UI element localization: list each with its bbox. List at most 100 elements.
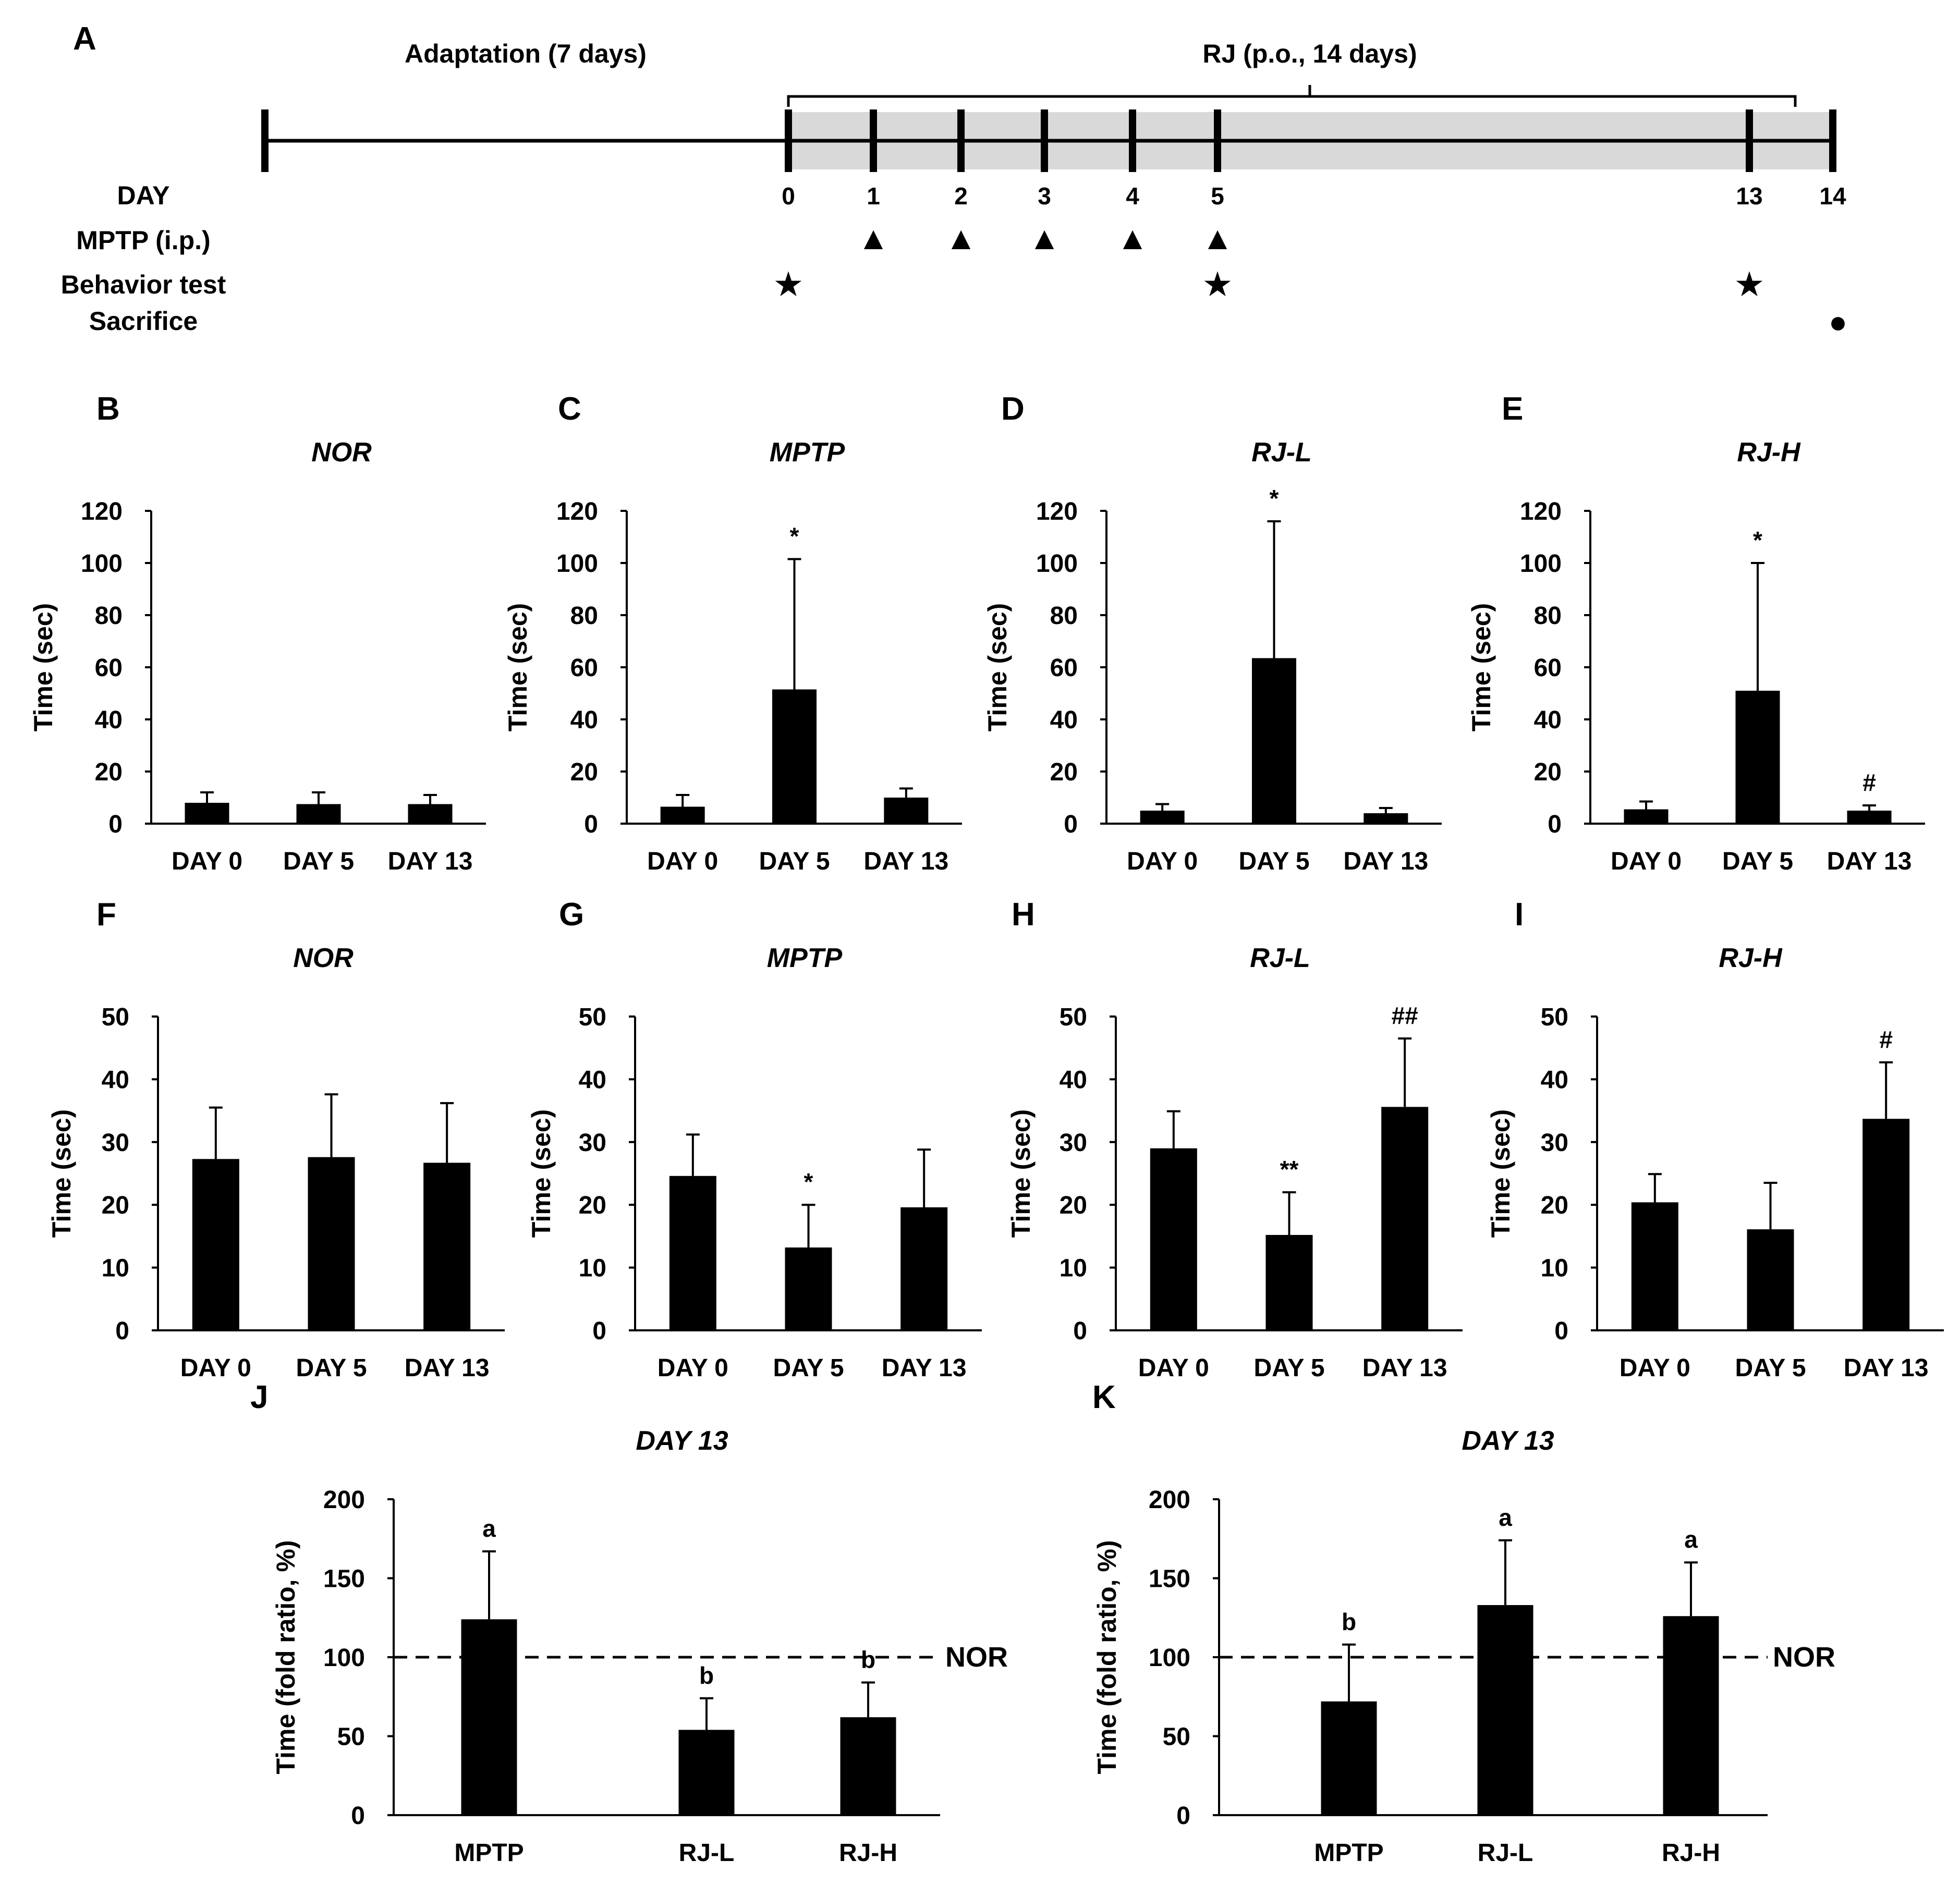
panel-letter-i: I (1515, 897, 1524, 933)
y-axis-label: Time (sec) (47, 1109, 76, 1238)
rj-label: RJ (p.o., 14 days) (1202, 39, 1417, 68)
day-label-3: 3 (1038, 182, 1051, 210)
bar (1140, 811, 1185, 824)
bar (185, 803, 229, 824)
chart-panel-j: J DAY 13 0 50 100 150 200 Time (fold ratio, %) N… (250, 1379, 1008, 1867)
panel-letter-g: G (559, 897, 584, 933)
y-tick-label: 100 (1036, 550, 1078, 578)
sacrifice-markers: ● (1829, 304, 1847, 339)
y-tick-label: 200 (1149, 1486, 1190, 1514)
y-tick-label: 40 (579, 1066, 606, 1094)
chart-title: RJ-H (1737, 437, 1801, 468)
y-tick-label: 20 (579, 1192, 606, 1219)
y-tick-label: 120 (1036, 498, 1078, 525)
y-tick-label: 40 (1050, 706, 1078, 734)
rj-bracket (787, 85, 1797, 107)
y-tick-label: 0 (1064, 811, 1078, 838)
y-tick-label: 120 (1520, 498, 1562, 525)
y-tick-label: 100 (81, 550, 123, 578)
category-label: DAY 0 (1138, 1354, 1209, 1382)
nor-reference-label: NOR (1773, 1642, 1835, 1673)
row-label-mptp: MPTP (i.p.) (76, 226, 210, 255)
significance-mark: a (1684, 1526, 1698, 1553)
y-tick-label: 30 (1541, 1129, 1568, 1157)
y-tick-label: 0 (1176, 1802, 1190, 1830)
y-tick-label: 10 (102, 1255, 129, 1282)
bar (785, 1247, 832, 1330)
panel-letter-j: J (250, 1379, 268, 1415)
category-label: DAY 13 (388, 848, 473, 875)
bar (1265, 1234, 1313, 1330)
bar (1847, 811, 1892, 824)
y-tick-label: 20 (570, 758, 598, 786)
bar (1624, 809, 1669, 824)
panel-letter-c: C (558, 391, 581, 427)
y-tick-label: 100 (1520, 550, 1562, 578)
y-tick-label: 20 (1541, 1192, 1568, 1219)
significance-mark: # (1879, 1026, 1893, 1053)
chart-panel-i: I RJ-H 0 10 20 30 40 50 Time (sec) DAY 0 DAY 5 DAY … (1486, 897, 1944, 1382)
mptp-triangle-icon: ▲ (1201, 221, 1233, 256)
category-label: RJ-L (679, 1839, 735, 1867)
bar (461, 1619, 517, 1815)
day-label-0: 0 (782, 182, 795, 210)
chart-panel-h: H RJ-L 0 10 20 30 40 50 Time (sec) DAY 0 DAY 5 ** DA… (1006, 897, 1463, 1382)
y-axis-label: Time (fold ratio, %) (271, 1540, 300, 1774)
bar (840, 1717, 896, 1815)
y-tick-label: 50 (337, 1723, 365, 1751)
category-label: DAY 0 (658, 1354, 728, 1382)
y-tick-label: 20 (1534, 758, 1562, 786)
chart-panel-f: F NOR 0 10 20 30 40 50 Time (sec) DAY 0 DAY 5 DAY 1… (47, 897, 505, 1382)
significance-mark: * (804, 1168, 813, 1195)
category-label: DAY 5 (773, 1354, 844, 1382)
chart-panel-k: K DAY 13 0 50 100 150 200 Time (fold ratio, %) N… (1092, 1379, 1835, 1867)
day-label-13: 13 (1736, 182, 1762, 210)
day-label-5: 5 (1211, 182, 1224, 210)
bar (296, 804, 341, 824)
category-label: DAY 13 (882, 1354, 967, 1382)
behavior-test-markers: ★ ★ ★ (773, 265, 1764, 303)
chart-title: MPTP (767, 943, 843, 973)
category-label: DAY 0 (1611, 848, 1682, 875)
bar (678, 1730, 735, 1815)
y-tick-label: 50 (1541, 1003, 1568, 1031)
adaptation-label: Adaptation (7 days) (405, 39, 647, 68)
category-label: MPTP (454, 1839, 524, 1867)
day-labels: 0 1 2 3 4 5 13 14 (782, 182, 1846, 210)
row-label-behavior-test: Behavior test (61, 270, 226, 299)
timeline-panel: A Adaptation (7 days) RJ (p.o., 14 days)… (61, 21, 1848, 339)
y-tick-label: 0 (1073, 1317, 1087, 1345)
chart-panel-d: D RJ-L 0 20 40 60 80 100 120 Time (sec) DAY 0 DAY 5… (983, 391, 1442, 875)
y-tick-label: 40 (570, 706, 598, 734)
chart-panel-c: C MPTP 0 20 40 60 80 100 120 Time (sec) DAY 0 DAY 5… (503, 391, 962, 875)
y-axis-label: Time (sec) (1486, 1109, 1515, 1238)
bar (308, 1157, 355, 1330)
chart-title: DAY 13 (636, 1426, 728, 1456)
y-tick-label: 100 (1149, 1644, 1190, 1672)
y-tick-label: 0 (1554, 1317, 1568, 1345)
bar (192, 1159, 239, 1330)
mptp-triangle-icon: ▲ (1116, 221, 1148, 256)
y-axis-label: Time (sec) (983, 603, 1012, 731)
y-tick-label: 10 (1060, 1255, 1087, 1282)
y-tick-label: 20 (1060, 1192, 1087, 1219)
category-label: RJ-H (1662, 1839, 1720, 1867)
category-label: DAY 5 (1735, 1354, 1806, 1382)
behavior-star-icon: ★ (1734, 265, 1764, 303)
row-label-day: DAY (117, 181, 170, 210)
significance-mark: a (1499, 1504, 1512, 1531)
chart-panel-e: E RJ-H 0 20 40 60 80 100 120 Time (sec) DAY 0 DAY 5… (1467, 391, 1925, 875)
y-tick-label: 60 (570, 654, 598, 682)
category-label: DAY 5 (1722, 848, 1793, 875)
significance-mark: a (482, 1515, 496, 1542)
bar (1477, 1605, 1533, 1815)
category-label: DAY 0 (1620, 1354, 1690, 1382)
y-tick-label: 30 (1060, 1129, 1087, 1157)
bar (1631, 1202, 1678, 1330)
panel-letter-e: E (1502, 391, 1523, 427)
y-tick-label: 60 (1050, 654, 1078, 682)
y-tick-label: 100 (556, 550, 598, 578)
y-axis-label: Time (sec) (1006, 1109, 1036, 1238)
y-tick-label: 40 (102, 1066, 129, 1094)
